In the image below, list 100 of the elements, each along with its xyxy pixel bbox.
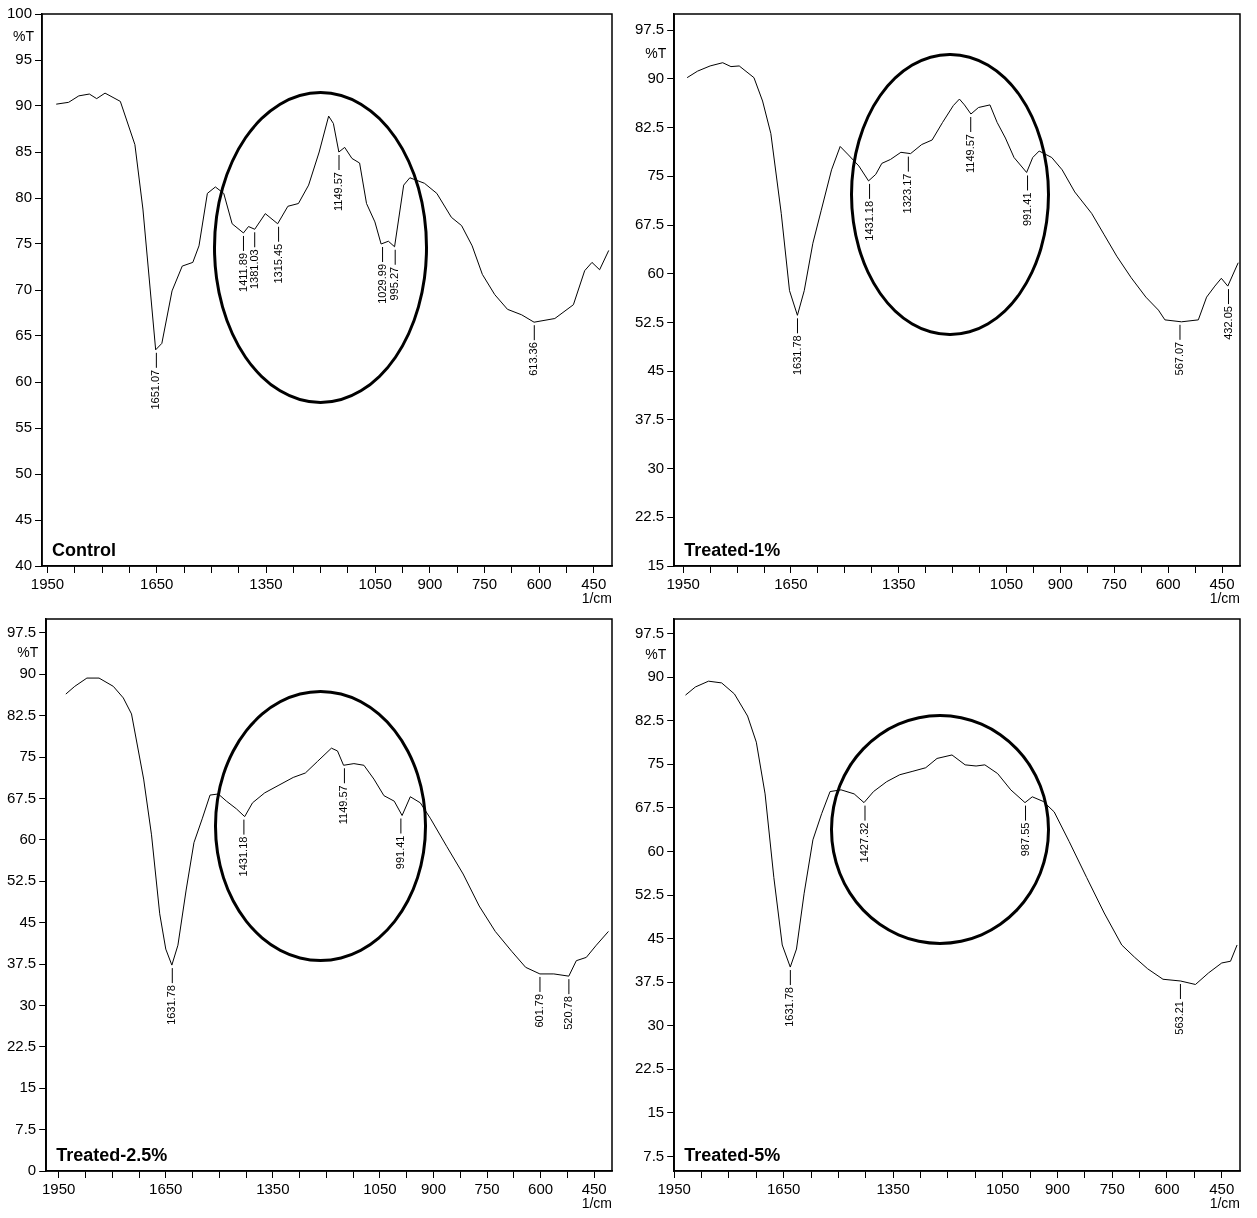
y-tick-label: 85 [15,142,33,160]
y-tick-label: 75 [15,234,33,252]
annotation: 432.05 [1221,306,1234,340]
y-tick-label: 37.5 [634,972,665,990]
x-tick-label: 1350 [876,1180,910,1198]
x-tick-label: 1950 [42,1180,76,1198]
annotation: 1315.45 [271,243,284,284]
y-tick-label: 67.5 [634,797,665,815]
y-tick-label: 90 [647,69,665,87]
annotation: 987.55 [1018,822,1031,857]
annotation: 995.27 [388,266,401,301]
y-tick-label: 50 [15,464,33,482]
annotation: 991.41 [1020,192,1033,227]
x-tick-label: 1050 [358,575,392,593]
x-tick-label: 1950 [657,1180,691,1198]
annotation: 520.78 [561,996,574,1030]
x-tick-label: 900 [1044,1180,1070,1198]
x-tick-label: 1950 [30,575,65,593]
y-tick-label: 7.5 [643,1146,665,1164]
y-tick-label: 80 [15,188,33,206]
y-axis-title: %T [645,646,667,663]
x-tick-label: 900 [1047,575,1073,593]
x-tick-label: 600 [1155,575,1181,593]
y-tick-label: 22.5 [634,507,665,525]
y-tick-label: 97.5 [6,622,37,640]
y-tick-label: 30 [647,1015,665,1033]
annotation: 1029.99 [375,264,388,304]
y-tick-label: 100 [7,4,33,22]
x-tick-label: 1350 [249,575,283,593]
annotation: 1631.78 [165,985,178,1025]
y-tick-label: 60 [19,829,37,847]
text: Treated-5% [684,1144,781,1165]
x-tick-label: 1650 [767,1180,801,1198]
x-tick-label: 1650 [149,1180,183,1198]
x-tick-label: 750 [472,575,498,593]
y-axis-title: %T [13,27,35,44]
annotation: 991.41 [393,835,406,870]
x-tick-label: 1050 [363,1180,397,1198]
y-tick-label: 75 [647,754,665,772]
y-tick-label: 52.5 [6,871,37,889]
text: Treated-1% [684,539,781,560]
y-tick-label: 45 [15,510,33,528]
y-tick-label: 15 [647,556,665,574]
annotation: 1149.57 [963,134,976,173]
x-tick-label: 1350 [256,1180,290,1198]
annotation: 1631.78 [790,335,803,376]
annotation: 1427.32 [858,822,871,863]
x-tick-label: 1350 [882,575,916,593]
y-tick-label: 95 [15,50,33,68]
annotation: 1323.17 [901,173,914,214]
y-tick-label: 55 [15,418,33,436]
y-tick-label: 82.5 [6,705,37,723]
annotation: 563.21 [1173,1001,1186,1035]
y-tick-label: 90 [15,96,33,114]
x-tick-label: 600 [528,1180,554,1198]
annotation: 1149.57 [337,785,350,825]
annotation: 1411.89 [236,252,249,292]
annotation: 601.79 [533,993,545,1028]
y-tick-label: 0 [27,1161,37,1179]
y-tick-label: 22.5 [634,1059,665,1077]
y-axis-title: %T [17,644,39,661]
x-tick-label: 600 [526,575,552,593]
y-tick-label: 15 [19,1078,37,1096]
y-tick-label: 82.5 [634,710,665,728]
y-tick-label: 52.5 [634,885,665,903]
y-tick-label: 65 [15,326,33,344]
y-tick-label: 67.5 [6,788,37,806]
x-tick-label: 900 [421,1180,447,1198]
y-axis-title: %T [645,45,667,62]
y-tick-label: 97.5 [634,20,665,38]
y-tick-label: 97.5 [634,623,665,641]
y-tick-label: 70 [15,280,33,298]
y-tick-label: 22.5 [6,1036,37,1054]
y-tick-label: 52.5 [634,312,665,330]
annotation: 1381.03 [247,249,260,290]
annotation: 1631.78 [783,987,796,1027]
y-tick-label: 45 [647,928,665,946]
y-tick-label: 30 [647,458,665,476]
y-tick-label: 60 [15,372,33,390]
y-tick-label: 60 [647,263,665,281]
y-tick-label: 40 [15,556,33,574]
y-tick-label: 82.5 [634,117,665,135]
annotation: 1149.57 [332,172,345,211]
y-tick-label: 45 [647,361,665,379]
y-tick-label: 37.5 [6,954,37,972]
x-tick-label: 1650 [140,575,174,593]
x-tick-label: 750 [1099,1180,1125,1198]
y-tick-label: 90 [647,667,665,685]
y-tick-label: 45 [19,912,37,930]
x-tick-label: 1050 [989,575,1024,593]
annotation: 1431.18 [862,200,875,241]
y-tick-label: 30 [19,995,37,1013]
y-tick-label: 75 [19,747,37,765]
y-tick-label: 60 [647,841,665,859]
x-tick-label: 600 [1154,1180,1180,1198]
x-tick-label: 1950 [666,575,700,593]
x-tick-label: 750 [474,1180,500,1198]
text: Treated-2.5% [56,1144,168,1165]
y-tick-label: 37.5 [634,410,665,428]
y-tick-label: 75 [647,166,665,184]
